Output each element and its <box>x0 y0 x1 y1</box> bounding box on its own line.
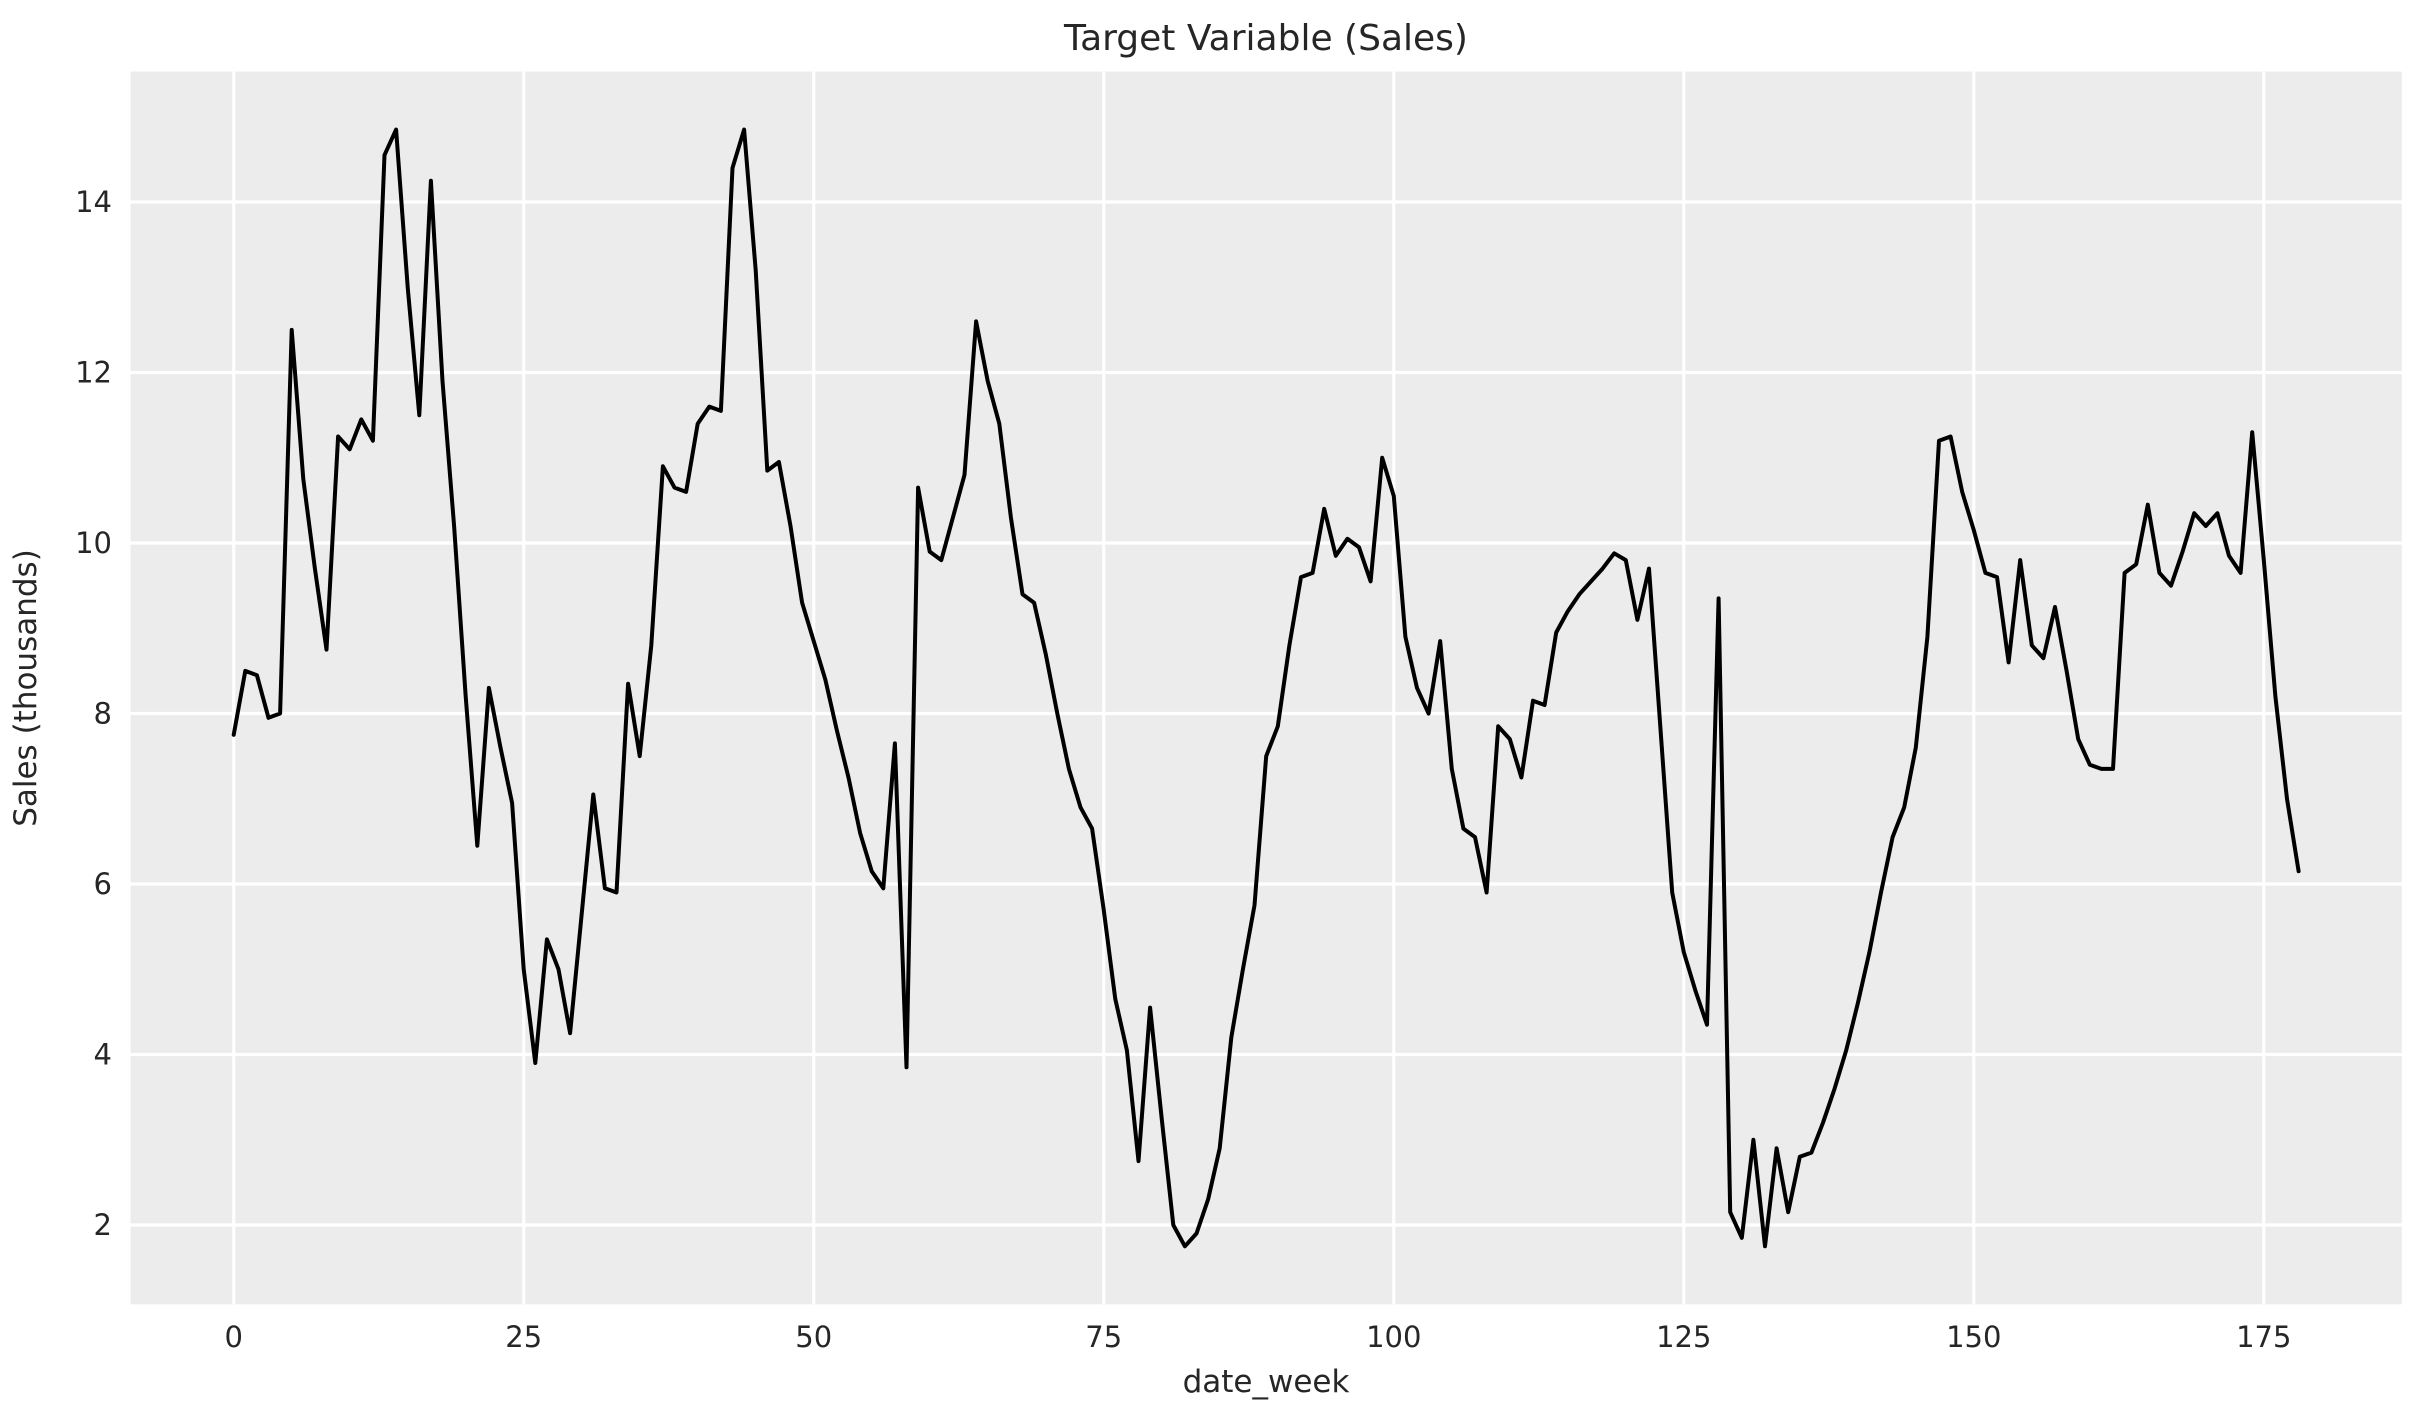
x-tick-label: 100 <box>1366 1320 1421 1354</box>
y-tick-labels: 2 4 6 8 10 12 14 <box>75 185 112 1242</box>
y-tick-label: 8 <box>94 697 112 731</box>
x-tick-label: 75 <box>1085 1320 1122 1354</box>
series-layer <box>231 127 2301 1249</box>
x-axis-label: date_week <box>1183 1364 1350 1400</box>
x-tick-label: 150 <box>1946 1320 2001 1354</box>
x-tick-label: 25 <box>505 1320 542 1354</box>
y-tick-label: 10 <box>75 526 112 560</box>
x-tick-label: 50 <box>795 1320 832 1354</box>
x-tick-label: 125 <box>1656 1320 1711 1354</box>
y-tick-label: 6 <box>94 867 112 901</box>
y-tick-label: 2 <box>94 1208 112 1242</box>
y-tick-label: 12 <box>75 356 112 390</box>
x-tick-label: 175 <box>2236 1320 2291 1354</box>
gridlines <box>130 71 2402 1305</box>
x-tick-labels: 0 25 50 75 100 125 150 175 <box>225 1320 2292 1354</box>
x-tick-label: 0 <box>225 1320 243 1354</box>
y-tick-label: 14 <box>75 185 112 219</box>
sales-line <box>231 127 2301 1249</box>
y-tick-label: 4 <box>94 1038 112 1072</box>
y-axis-label: Sales (thousands) <box>8 549 44 827</box>
plot-area <box>130 71 2402 1305</box>
chart-title: Target Variable (Sales) <box>1063 18 1468 59</box>
